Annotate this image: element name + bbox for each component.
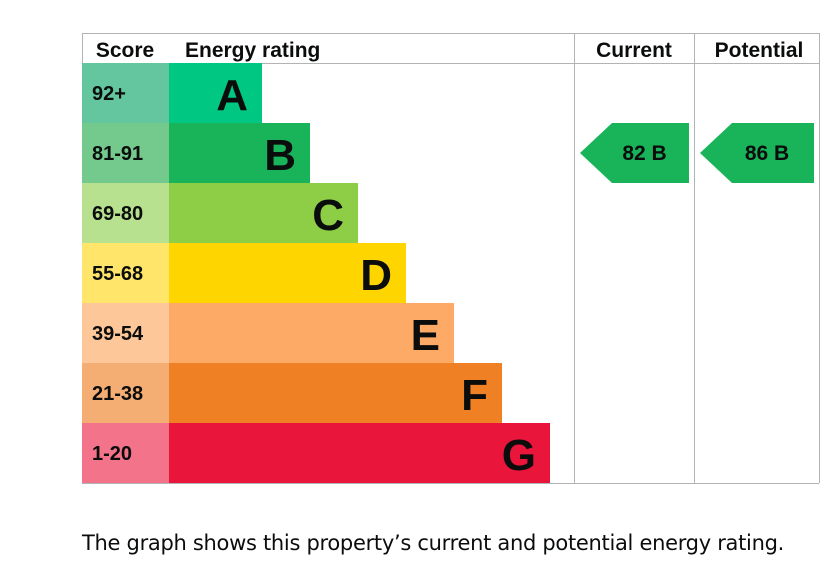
- current-rating-marker: [580, 123, 689, 183]
- score-label-d: 55-68: [92, 263, 143, 285]
- score-label-g: 1-20: [92, 443, 132, 465]
- band-bar-b: [169, 123, 310, 183]
- band-bar-c: [169, 183, 358, 243]
- score-label-f: 21-38: [92, 383, 143, 405]
- band-bar-a: [169, 63, 262, 123]
- rating-markers: 82 B 86 B: [580, 123, 814, 183]
- band-letter-g: G: [502, 431, 536, 480]
- score-cell-d: [82, 243, 169, 303]
- band-letter-d: D: [360, 251, 392, 300]
- band-bar-d: [169, 243, 406, 303]
- energy-rating-header: Energy rating: [185, 39, 320, 62]
- score-cell-a: [82, 63, 169, 123]
- band-letter-b: B: [264, 131, 296, 180]
- score-cell-f: [82, 363, 169, 423]
- band-letter-a: A: [216, 71, 248, 120]
- current-rating-marker-label: 82 B: [622, 142, 666, 165]
- chart-caption: The graph shows this property’s current …: [82, 531, 784, 555]
- band-bar-g: [169, 423, 550, 483]
- score-cell-e: [82, 303, 169, 363]
- score-label-b: 81-91: [92, 143, 143, 165]
- current-header: Current: [596, 39, 672, 62]
- potential-header: Potential: [715, 39, 804, 62]
- score-header: Score: [96, 39, 154, 62]
- score-cell-g: [82, 423, 169, 483]
- score-label-a: 92+: [92, 83, 126, 105]
- score-label-e: 39-54: [92, 323, 144, 345]
- potential-rating-marker-label: 86 B: [745, 142, 789, 165]
- band-letter-e: E: [411, 311, 440, 360]
- band-bar-f: [169, 363, 502, 423]
- band-bar-e: [169, 303, 454, 363]
- rating-bands: 92+ A 81-91 B 69-80 C 55-68 D 39-54 E 21-38 F 1-20 G: [82, 63, 550, 483]
- score-cell-c: [82, 183, 169, 243]
- chart-headers: Score Energy rating Current Potential: [96, 39, 804, 62]
- epc-chart: Score Energy rating Current Potential 92…: [82, 33, 820, 484]
- potential-rating-marker: [700, 123, 814, 183]
- band-letter-f: F: [461, 371, 488, 420]
- score-label-c: 69-80: [92, 203, 143, 225]
- band-letter-c: C: [312, 191, 344, 240]
- score-cell-b: [82, 123, 169, 183]
